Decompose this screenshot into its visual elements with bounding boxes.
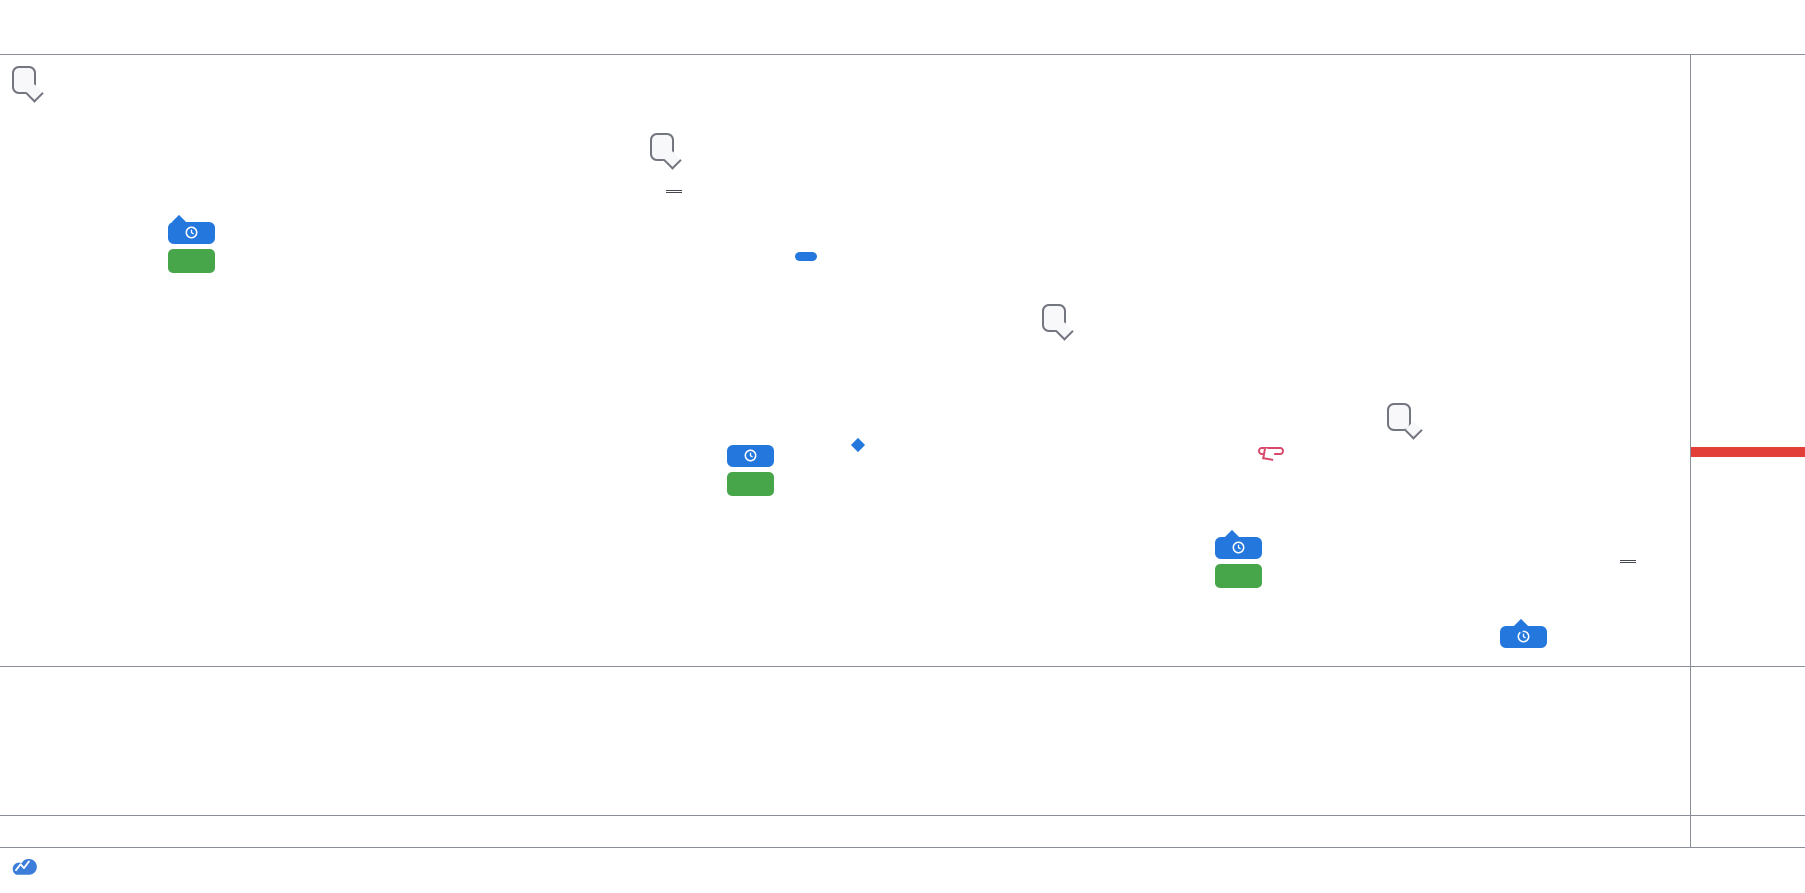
clock-icon xyxy=(185,226,198,239)
tradingview-logo[interactable] xyxy=(10,855,44,877)
trade-badge[interactable] xyxy=(1215,529,1262,559)
chart-top-border xyxy=(0,54,1805,55)
trade-badge[interactable] xyxy=(727,437,866,467)
swing-high-callout[interactable] xyxy=(12,66,44,103)
trade-annotation-1[interactable] xyxy=(168,214,215,273)
price-axis-border xyxy=(1690,54,1691,847)
rebound-measure-badge[interactable] xyxy=(795,252,817,261)
price-callout-0056[interactable] xyxy=(650,133,682,170)
price-chart-canvas[interactable] xyxy=(0,54,1690,665)
clock-icon xyxy=(1517,630,1530,643)
price-flag-label[interactable] xyxy=(1258,447,1284,461)
price-callout-00486[interactable] xyxy=(1387,403,1423,440)
success-badge[interactable] xyxy=(168,249,215,273)
clock-icon xyxy=(1232,541,1245,554)
pane-separator[interactable] xyxy=(0,666,1805,667)
success-badge[interactable] xyxy=(1215,564,1262,588)
price-range-icon xyxy=(666,190,682,193)
current-price-label xyxy=(1690,447,1805,457)
price-range-measure[interactable] xyxy=(666,190,691,193)
trade-annotation-4[interactable] xyxy=(1500,618,1547,648)
tradingview-cloud-icon xyxy=(12,858,37,875)
trade-annotation-2[interactable] xyxy=(727,437,866,496)
macd-canvas[interactable] xyxy=(0,668,1690,815)
success-badge[interactable] xyxy=(727,472,774,496)
bottom-border xyxy=(0,847,1805,848)
trade-badge[interactable] xyxy=(168,214,215,244)
trade-badge[interactable] xyxy=(1500,618,1547,648)
price-callout-00515[interactable] xyxy=(1042,304,1074,341)
price-scale[interactable] xyxy=(1690,54,1805,847)
macd-pane[interactable] xyxy=(0,668,1690,815)
time-axis-border xyxy=(0,815,1805,816)
price-flag-pointer xyxy=(1262,447,1275,461)
time-scale[interactable] xyxy=(0,815,1690,847)
trade-annotation-3[interactable] xyxy=(1215,529,1262,588)
clock-icon xyxy=(744,449,757,462)
price-range-icon xyxy=(1620,560,1636,563)
price-pane[interactable] xyxy=(0,54,1690,665)
price-range-measure-2[interactable] xyxy=(1620,560,1645,563)
